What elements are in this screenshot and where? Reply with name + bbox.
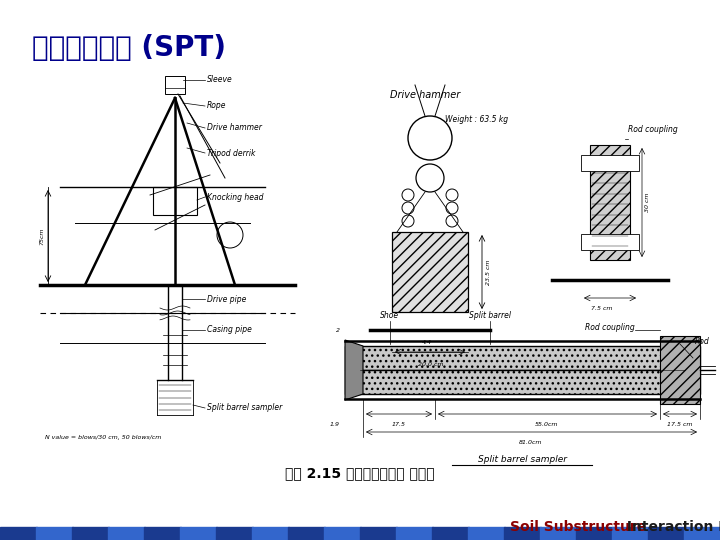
- Text: Rod: Rod: [695, 338, 710, 347]
- Text: Casing pipe: Casing pipe: [207, 326, 252, 334]
- Text: Drive pipe: Drive pipe: [207, 294, 246, 303]
- Text: 표준관입시험 (SPT): 표준관입시험 (SPT): [32, 34, 226, 62]
- Bar: [468, 527, 505, 540]
- Text: 그림 2.15 표준관입시험의 모식도: 그림 2.15 표준관입시험의 모식도: [285, 466, 435, 480]
- Text: 4.4: 4.4: [422, 340, 432, 345]
- Bar: [324, 527, 361, 540]
- Bar: [345, 370, 700, 394]
- Bar: [396, 527, 433, 540]
- Bar: [216, 527, 253, 540]
- Text: Split barrel sampler: Split barrel sampler: [207, 403, 282, 413]
- Bar: [581, 155, 639, 171]
- Text: 1.9: 1.9: [330, 422, 340, 427]
- Bar: [144, 527, 181, 540]
- Bar: [576, 527, 613, 540]
- Text: Weight : 63.5 kg: Weight : 63.5 kg: [445, 116, 508, 125]
- Bar: [590, 145, 630, 260]
- Text: Rope: Rope: [207, 102, 227, 111]
- Bar: [72, 527, 109, 540]
- Bar: [660, 336, 700, 404]
- Text: 75cm: 75cm: [40, 227, 45, 245]
- Bar: [540, 527, 577, 540]
- Bar: [392, 232, 468, 312]
- Bar: [360, 527, 397, 540]
- Bar: [345, 346, 700, 370]
- Polygon shape: [345, 340, 363, 400]
- Text: 2: 2: [336, 328, 340, 334]
- Bar: [612, 527, 649, 540]
- Bar: [153, 187, 197, 215]
- Text: 55.0cm: 55.0cm: [535, 422, 559, 427]
- Text: Rod coupling: Rod coupling: [628, 125, 678, 134]
- Text: Knocking head: Knocking head: [207, 192, 264, 201]
- Text: Sleeve: Sleeve: [207, 76, 233, 84]
- Text: Drive hammer: Drive hammer: [207, 124, 262, 132]
- Bar: [165, 76, 185, 94]
- Bar: [288, 527, 325, 540]
- Text: 17.5: 17.5: [392, 422, 406, 427]
- Bar: [36, 527, 73, 540]
- Bar: [581, 234, 639, 250]
- Bar: [432, 527, 469, 540]
- Bar: [684, 527, 720, 540]
- Text: Soil Substructure: Soil Substructure: [510, 520, 647, 534]
- Text: N value = blows/30 cm, 50 blows/cm: N value = blows/30 cm, 50 blows/cm: [45, 435, 161, 441]
- Text: Interaction Lab.: Interaction Lab.: [622, 520, 720, 534]
- Bar: [252, 527, 289, 540]
- Text: Tripod derrik: Tripod derrik: [207, 148, 256, 158]
- Text: 30 cm: 30 cm: [645, 192, 650, 212]
- Bar: [108, 527, 145, 540]
- Text: Split barrel: Split barrel: [469, 310, 511, 320]
- Bar: [180, 527, 217, 540]
- Text: 23.5 cm: 23.5 cm: [486, 259, 491, 285]
- Bar: [648, 527, 685, 540]
- Text: 20.0 cm: 20.0 cm: [418, 361, 444, 367]
- Text: 7.5 cm: 7.5 cm: [591, 306, 613, 310]
- Bar: [0, 527, 37, 540]
- Text: 17.5 cm: 17.5 cm: [667, 422, 693, 427]
- Text: Shoe: Shoe: [380, 310, 400, 320]
- Text: Rod coupling: Rod coupling: [585, 323, 635, 333]
- Bar: [504, 527, 541, 540]
- Text: Drive hammer: Drive hammer: [390, 90, 460, 100]
- Text: 81.0cm: 81.0cm: [519, 440, 543, 444]
- Text: Split barrel sampler: Split barrel sampler: [477, 455, 567, 463]
